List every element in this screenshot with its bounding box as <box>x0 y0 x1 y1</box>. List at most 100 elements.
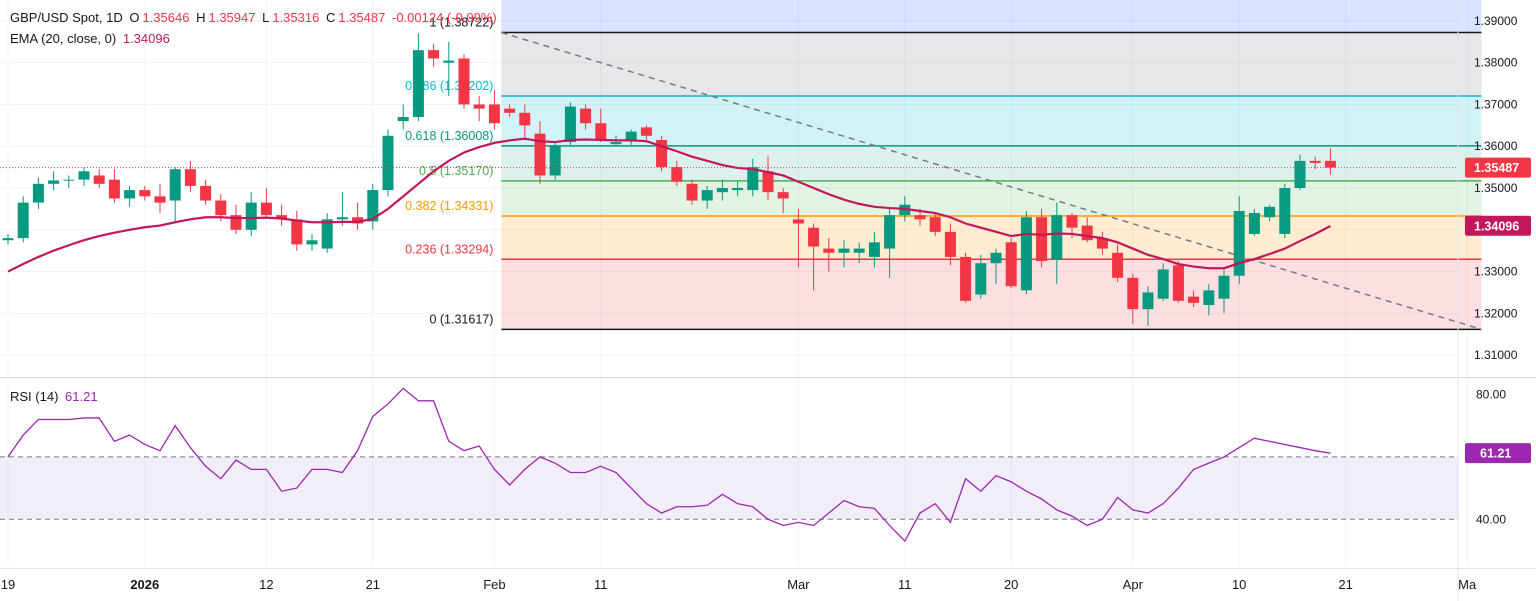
fib-zone <box>501 215 1482 260</box>
close-price-tag: 1.35487 <box>1474 161 1519 175</box>
candle-body <box>610 142 622 145</box>
fib-zone <box>501 96 1482 146</box>
candle-body <box>184 169 196 186</box>
candle-body <box>17 202 29 239</box>
change-value: -0.00124 (-0.09%) <box>391 10 497 25</box>
candle-body <box>1264 206 1276 218</box>
candle-body <box>519 112 531 126</box>
candle-body <box>838 248 850 253</box>
candle-body <box>412 50 424 117</box>
candle-body <box>975 263 987 295</box>
low-value: 1.35316 <box>272 10 320 25</box>
candle-body <box>929 217 941 232</box>
candle-body <box>1203 290 1215 305</box>
candle-body <box>1142 292 1154 310</box>
candle-body <box>443 60 455 63</box>
candle-body <box>1324 160 1336 168</box>
candle-body <box>1157 269 1169 299</box>
price-tick-label: 1.35000 <box>1474 181 1518 195</box>
time-tick-label: Ma <box>1458 577 1477 592</box>
candle-body <box>1294 160 1306 188</box>
time-tick-label: 19 <box>1 577 15 592</box>
candle-body <box>701 190 713 201</box>
candle-body <box>93 175 105 184</box>
candle-body <box>777 192 789 199</box>
time-tick-label: 12 <box>259 577 273 592</box>
candle-body <box>139 190 151 197</box>
candle-body <box>63 179 75 181</box>
price-tick-label: 1.31000 <box>1474 348 1518 362</box>
candle-body <box>990 252 1002 264</box>
candle-body <box>200 185 212 201</box>
fib-zone-extension <box>501 0 1482 33</box>
rsi-legend-value: 61.21 <box>65 389 98 404</box>
candle-body <box>1309 160 1321 163</box>
candle-body <box>1172 265 1184 301</box>
rsi-line <box>7 387 1331 543</box>
ema-price-tag: 1.34096 <box>1474 219 1519 233</box>
candle-body <box>32 183 44 203</box>
rsi-legend: RSI (14) 61.21 <box>10 389 101 404</box>
candle-body <box>108 179 120 199</box>
fib-zone <box>501 32 1482 97</box>
candle-body <box>397 116 409 122</box>
candle-body <box>1096 238 1108 249</box>
rsi-current-tag: 61.21 <box>1480 447 1511 461</box>
price-tick-label: 1.39000 <box>1474 14 1518 28</box>
time-tick-label: 11 <box>898 577 912 592</box>
candle-body <box>382 135 394 191</box>
candle-body <box>1233 210 1245 276</box>
candle-body <box>473 104 485 109</box>
candle-body <box>169 169 181 201</box>
ema-legend-value: 1.34096 <box>122 31 170 46</box>
high-key: H <box>196 10 206 25</box>
rsi-current-tag-bg <box>1465 443 1531 464</box>
fib-zone <box>501 180 1482 216</box>
time-tick-label: 21 <box>366 577 380 592</box>
fib-level-label: 0.5 (1.35170) <box>419 164 493 178</box>
price-legend: GBP/USD Spot, 1D O 1.35646 H 1.35947 L 1.35… <box>10 10 500 25</box>
candle-body <box>1081 225 1093 241</box>
candle-body <box>640 127 652 136</box>
candle-body <box>792 219 804 224</box>
price-tick-label: 1.33000 <box>1474 265 1518 279</box>
candle-body <box>215 200 227 216</box>
candle-body <box>124 190 136 199</box>
time-tick-label: 10 <box>1232 577 1246 592</box>
candle-body <box>78 171 90 180</box>
candle-body <box>808 227 820 247</box>
fib-level-label: 0.618 (1.36008) <box>405 129 493 143</box>
close-value: 1.35487 <box>338 10 386 25</box>
high-value: 1.35947 <box>208 10 256 25</box>
fib-level-label: 0.382 (1.34331) <box>405 199 493 213</box>
candle-body <box>732 188 744 191</box>
time-tick-label: Apr <box>1123 577 1144 592</box>
candle-body <box>671 167 683 182</box>
candle-body <box>914 215 926 220</box>
candle-body <box>1112 252 1124 278</box>
candle-body <box>960 256 972 301</box>
close-key: C <box>325 10 336 25</box>
rsi-legend-label: RSI (14) <box>10 389 59 404</box>
candle-body <box>1051 215 1063 260</box>
candle-body <box>367 190 379 222</box>
candle-body <box>747 167 759 191</box>
candle-body <box>686 183 698 201</box>
candle-body <box>1279 188 1291 234</box>
candle-body <box>625 131 637 140</box>
ema-legend: EMA (20, close, 0) 1.34096 <box>10 31 173 46</box>
candle-body <box>260 202 272 216</box>
candle-body <box>580 108 592 124</box>
candle-body <box>1188 296 1200 303</box>
candle-body <box>1127 277 1139 310</box>
candle-body <box>154 196 166 203</box>
ema-line <box>7 137 1331 273</box>
candle-body <box>428 50 440 59</box>
fib-level-label: 0 (1.31617) <box>429 312 493 326</box>
candle-body <box>230 215 242 230</box>
candle-body <box>306 240 318 245</box>
candle-body <box>762 171 774 193</box>
trendline <box>501 31 1482 331</box>
rsi-band <box>0 456 1458 520</box>
